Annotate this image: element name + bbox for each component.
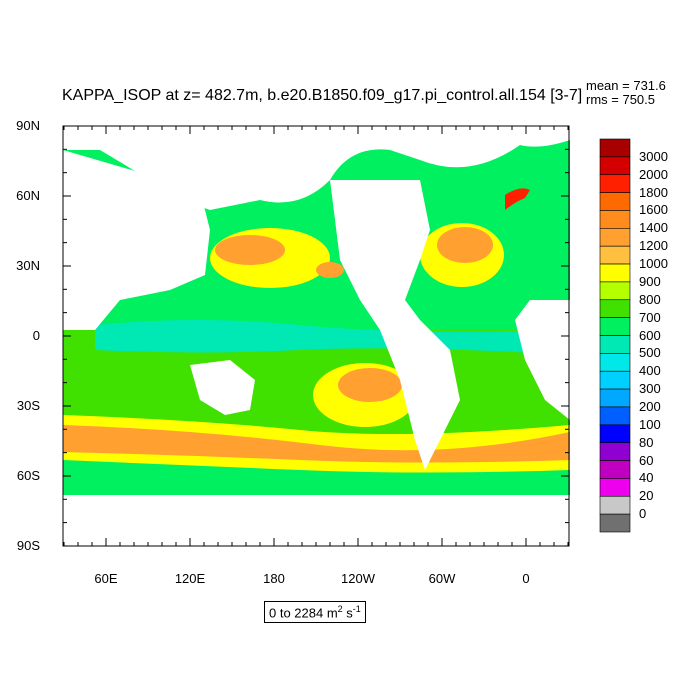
lat-label: 30S — [16, 398, 40, 413]
colorbar-label: 600 — [639, 327, 661, 343]
colorbar-swatch — [599, 299, 631, 318]
colorbar-swatch — [599, 388, 631, 408]
lat-label: 90S — [16, 538, 40, 553]
colorbar-swatch — [599, 245, 631, 265]
lat-label: 30N — [16, 258, 40, 273]
colorbar-swatch — [599, 335, 631, 354]
colorbar-label: 700 — [639, 309, 661, 325]
colorbar-label: 100 — [639, 416, 661, 432]
stat-mean: mean = 731.6 — [586, 78, 666, 93]
southern-band-orange — [63, 425, 570, 463]
colorbar-swatch — [599, 478, 631, 497]
colorbar-label: 800 — [639, 291, 661, 307]
chart-title: KAPPA_ISOP at z= 482.7m, b.e20.B1850.f09… — [62, 87, 583, 104]
colorbar-label: 1000 — [639, 256, 668, 272]
colorbar-swatch — [599, 513, 631, 533]
natl-red — [505, 188, 530, 210]
lon-label: 60W — [428, 571, 456, 586]
colorbar-swatch — [599, 138, 631, 158]
colorbar-swatch — [599, 174, 631, 193]
stat-rms: rms = 750.5 — [586, 92, 656, 107]
colorbar-label: 80 — [639, 434, 654, 450]
range-prefix: 0 to 2284 m — [269, 605, 338, 621]
npac-gyre-orange-2 — [316, 262, 344, 278]
lon-label: 120W — [341, 571, 375, 586]
lon-label: 180 — [263, 571, 285, 586]
land-masks — [63, 126, 570, 546]
range-exp1: 2 — [337, 604, 343, 614]
range-exp2: -1 — [352, 604, 361, 614]
spac-gyre-orange — [338, 368, 402, 402]
range-mid: s — [342, 605, 353, 621]
data-range-box: 0 to 2284 m2 s-1 — [264, 601, 366, 624]
colorbar-label: 1400 — [639, 220, 668, 236]
colorbar-label: 500 — [639, 345, 661, 361]
colorbar-swatch — [599, 281, 631, 301]
colorbar-label: 900 — [639, 273, 661, 289]
lon-label: 0 — [522, 571, 530, 586]
colorbar-swatch — [599, 406, 631, 426]
land-asia — [63, 150, 210, 330]
colorbar-swatch — [599, 263, 631, 283]
colorbar-swatch — [599, 370, 631, 390]
lat-label: 90N — [16, 118, 40, 133]
colorbar-label: 60 — [639, 452, 654, 468]
colorbar-swatch — [599, 442, 631, 461]
colorbar-label: 3000 — [639, 148, 668, 164]
colorbar-label: 1200 — [639, 238, 668, 254]
land-americas — [330, 180, 460, 470]
colorbar-swatch — [599, 192, 631, 211]
colorbar-swatch — [599, 460, 631, 479]
lon-label: 60E — [94, 571, 118, 586]
tropical-cyan — [95, 320, 570, 355]
colorbar-label: 1800 — [639, 184, 668, 200]
colorbar-label: 300 — [639, 381, 661, 397]
land-africa — [515, 300, 570, 420]
colorbar-label: 400 — [639, 363, 661, 379]
colorbar-swatch — [599, 210, 631, 229]
natl-orange — [437, 227, 493, 263]
colorbar-label: 0 — [639, 506, 647, 522]
npac-gyre-orange — [215, 235, 285, 265]
axis-ticks — [63, 125, 569, 547]
lat-label: 60N — [16, 188, 40, 203]
lon-label: 120E — [174, 571, 206, 586]
lat-label: 0 — [32, 328, 40, 343]
colorbar-swatch — [599, 424, 631, 443]
colorbar-swatch — [599, 495, 631, 515]
land-antarctica — [63, 495, 570, 546]
colorbar-swatch — [599, 317, 631, 336]
colorbar-label: 200 — [639, 398, 661, 414]
colorbar-label: 2000 — [639, 166, 668, 182]
colorbar-label: 1600 — [639, 202, 668, 218]
colorbar — [599, 138, 631, 533]
colorbar-label: 40 — [639, 470, 654, 486]
lat-label: 60S — [16, 468, 40, 483]
colorbar-swatch — [599, 228, 631, 247]
colorbar-label: 20 — [639, 488, 654, 504]
colorbar-swatch — [599, 156, 631, 176]
colorbar-swatch — [599, 353, 631, 372]
land-australia — [190, 360, 255, 415]
